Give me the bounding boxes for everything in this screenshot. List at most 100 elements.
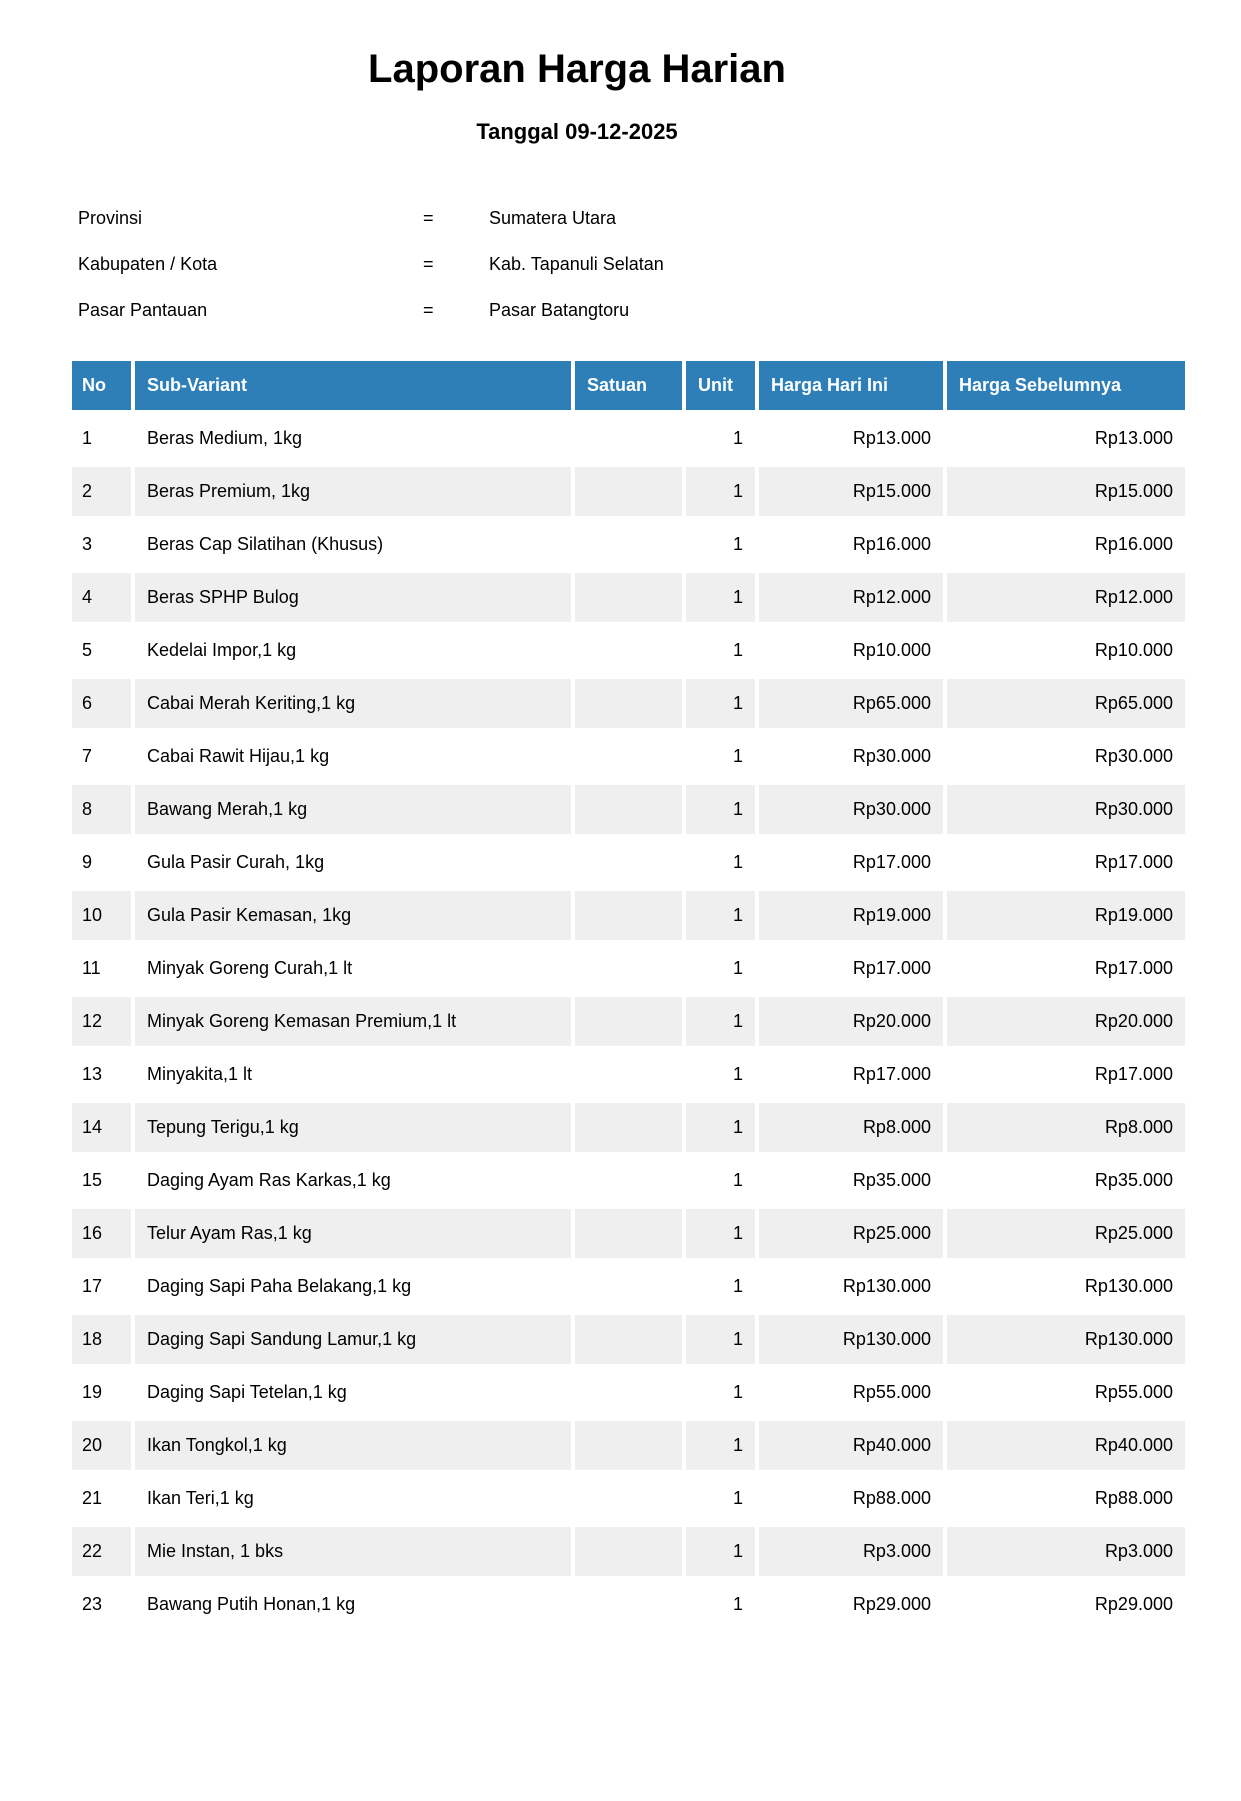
cell-harga-hari-ini: Rp29.000 [759, 1580, 943, 1629]
cell-harga-sebelumnya: Rp130.000 [947, 1262, 1185, 1311]
meta-label-provinsi: Provinsi [78, 207, 143, 228]
cell-sub-variant: Telur Ayam Ras,1 kg [135, 1209, 571, 1258]
cell-satuan [575, 467, 682, 516]
cell-harga-sebelumnya: Rp13.000 [947, 414, 1185, 463]
cell-sub-variant: Kedelai Impor,1 kg [135, 626, 571, 675]
cell-sub-variant: Daging Ayam Ras Karkas,1 kg [135, 1156, 571, 1205]
equals-sign: = [423, 253, 434, 274]
cell-harga-hari-ini: Rp35.000 [759, 1156, 943, 1205]
cell-unit: 1 [686, 467, 755, 516]
cell-sub-variant: Ikan Teri,1 kg [135, 1474, 571, 1523]
cell-harga-sebelumnya: Rp16.000 [947, 520, 1185, 569]
report-meta: Provinsi = Sumatera Utara Kabupaten / Ko… [78, 195, 1241, 333]
cell-no: 13 [72, 1050, 131, 1099]
cell-harga-sebelumnya: Rp8.000 [947, 1103, 1185, 1152]
cell-harga-hari-ini: Rp55.000 [759, 1368, 943, 1417]
cell-harga-hari-ini: Rp20.000 [759, 997, 943, 1046]
cell-harga-hari-ini: Rp13.000 [759, 414, 943, 463]
cell-sub-variant: Cabai Rawit Hijau,1 kg [135, 732, 571, 781]
meta-label-pasar: Pasar Pantauan [78, 299, 208, 320]
cell-satuan [575, 1527, 682, 1576]
cell-no: 17 [72, 1262, 131, 1311]
meta-row-pasar: Pasar Pantauan = Pasar Batangtoru [78, 287, 1241, 333]
cell-sub-variant: Daging Sapi Paha Belakang,1 kg [135, 1262, 571, 1311]
cell-unit: 1 [686, 1474, 755, 1523]
cell-harga-hari-ini: Rp17.000 [759, 944, 943, 993]
meta-row-kabupaten: Kabupaten / Kota = Kab. Tapanuli Selatan [78, 241, 1241, 287]
cell-no: 11 [72, 944, 131, 993]
cell-satuan [575, 1315, 682, 1364]
cell-harga-sebelumnya: Rp30.000 [947, 732, 1185, 781]
cell-no: 9 [72, 838, 131, 887]
cell-satuan [575, 573, 682, 622]
cell-satuan [575, 1103, 682, 1152]
cell-unit: 1 [686, 1156, 755, 1205]
cell-satuan [575, 1209, 682, 1258]
cell-satuan [575, 997, 682, 1046]
cell-no: 20 [72, 1421, 131, 1470]
col-header-harga-hari-ini: Harga Hari Ini [759, 361, 943, 410]
table-row: 18 Daging Sapi Sandung Lamur,1 kg 1 Rp13… [72, 1315, 1185, 1364]
cell-no: 23 [72, 1580, 131, 1629]
cell-harga-hari-ini: Rp17.000 [759, 838, 943, 887]
cell-harga-sebelumnya: Rp10.000 [947, 626, 1185, 675]
cell-unit: 1 [686, 785, 755, 834]
cell-harga-sebelumnya: Rp65.000 [947, 679, 1185, 728]
cell-unit: 1 [686, 997, 755, 1046]
cell-sub-variant: Gula Pasir Kemasan, 1kg [135, 891, 571, 940]
cell-harga-sebelumnya: Rp30.000 [947, 785, 1185, 834]
cell-harga-sebelumnya: Rp35.000 [947, 1156, 1185, 1205]
cell-sub-variant: Daging Sapi Sandung Lamur,1 kg [135, 1315, 571, 1364]
cell-sub-variant: Minyak Goreng Kemasan Premium,1 lt [135, 997, 571, 1046]
equals-sign: = [423, 207, 434, 228]
cell-harga-hari-ini: Rp16.000 [759, 520, 943, 569]
cell-no: 4 [72, 573, 131, 622]
table-row: 5 Kedelai Impor,1 kg 1 Rp10.000 Rp10.000 [72, 626, 1185, 675]
cell-harga-hari-ini: Rp12.000 [759, 573, 943, 622]
cell-unit: 1 [686, 838, 755, 887]
cell-harga-sebelumnya: Rp17.000 [947, 1050, 1185, 1099]
table-body: 1 Beras Medium, 1kg 1 Rp13.000 Rp13.000 … [72, 414, 1185, 1629]
cell-no: 5 [72, 626, 131, 675]
table-row: 11 Minyak Goreng Curah,1 lt 1 Rp17.000 R… [72, 944, 1185, 993]
cell-satuan [575, 1421, 682, 1470]
cell-no: 1 [72, 414, 131, 463]
report-date: Tanggal 09-12-2025 [476, 119, 678, 144]
table-row: 15 Daging Ayam Ras Karkas,1 kg 1 Rp35.00… [72, 1156, 1185, 1205]
cell-harga-sebelumnya: Rp130.000 [947, 1315, 1185, 1364]
cell-harga-sebelumnya: Rp17.000 [947, 944, 1185, 993]
cell-sub-variant: Mie Instan, 1 bks [135, 1527, 571, 1576]
cell-harga-hari-ini: Rp30.000 [759, 732, 943, 781]
col-header-unit: Unit [686, 361, 755, 410]
col-header-satuan: Satuan [575, 361, 682, 410]
cell-harga-hari-ini: Rp130.000 [759, 1315, 943, 1364]
cell-harga-hari-ini: Rp30.000 [759, 785, 943, 834]
cell-unit: 1 [686, 1262, 755, 1311]
table-row: 6 Cabai Merah Keriting,1 kg 1 Rp65.000 R… [72, 679, 1185, 728]
cell-unit: 1 [686, 1368, 755, 1417]
cell-satuan [575, 626, 682, 675]
table-row: 20 Ikan Tongkol,1 kg 1 Rp40.000 Rp40.000 [72, 1421, 1185, 1470]
meta-value-pasar: Pasar Batangtoru [489, 299, 630, 320]
table-row: 22 Mie Instan, 1 bks 1 Rp3.000 Rp3.000 [72, 1527, 1185, 1576]
cell-unit: 1 [686, 944, 755, 993]
cell-satuan [575, 1156, 682, 1205]
cell-no: 12 [72, 997, 131, 1046]
cell-unit: 1 [686, 732, 755, 781]
cell-satuan [575, 785, 682, 834]
cell-no: 10 [72, 891, 131, 940]
cell-unit: 1 [686, 1209, 755, 1258]
cell-harga-sebelumnya: Rp40.000 [947, 1421, 1185, 1470]
table-row: 12 Minyak Goreng Kemasan Premium,1 lt 1 … [72, 997, 1185, 1046]
cell-harga-sebelumnya: Rp19.000 [947, 891, 1185, 940]
cell-unit: 1 [686, 573, 755, 622]
price-table: No Sub-Variant Satuan Unit Harga Hari In… [68, 357, 1189, 1633]
cell-harga-sebelumnya: Rp17.000 [947, 838, 1185, 887]
cell-no: 19 [72, 1368, 131, 1417]
cell-harga-hari-ini: Rp3.000 [759, 1527, 943, 1576]
cell-unit: 1 [686, 414, 755, 463]
cell-harga-hari-ini: Rp15.000 [759, 467, 943, 516]
cell-sub-variant: Gula Pasir Curah, 1kg [135, 838, 571, 887]
cell-unit: 1 [686, 626, 755, 675]
cell-satuan [575, 944, 682, 993]
